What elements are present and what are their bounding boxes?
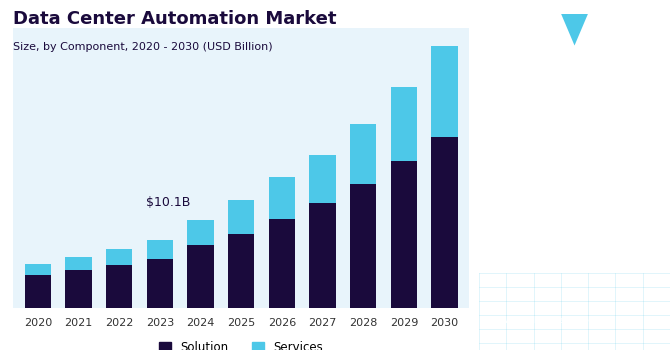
FancyBboxPatch shape bbox=[618, 14, 661, 46]
Bar bbox=[310, 203, 336, 308]
Bar bbox=[269, 219, 295, 308]
Bar bbox=[228, 200, 255, 234]
Text: $10.1B: $10.1B bbox=[146, 196, 190, 210]
Bar bbox=[391, 87, 417, 161]
Bar bbox=[65, 270, 92, 308]
Bar bbox=[350, 124, 377, 184]
Bar bbox=[147, 240, 173, 259]
Bar bbox=[147, 259, 173, 308]
Bar bbox=[431, 46, 458, 137]
Bar bbox=[391, 161, 417, 308]
Bar bbox=[25, 275, 51, 308]
Bar bbox=[106, 249, 133, 265]
Bar bbox=[106, 265, 133, 308]
Bar bbox=[188, 220, 214, 245]
Text: Size, by Component, 2020 - 2030 (USD Billion): Size, by Component, 2020 - 2030 (USD Bil… bbox=[13, 42, 273, 52]
FancyBboxPatch shape bbox=[488, 14, 531, 46]
Text: GRAND VIEW RESEARCH: GRAND VIEW RESEARCH bbox=[523, 62, 626, 71]
Bar bbox=[228, 234, 255, 308]
Bar bbox=[431, 137, 458, 308]
Polygon shape bbox=[561, 14, 588, 46]
Text: Data Center Automation Market: Data Center Automation Market bbox=[13, 10, 337, 28]
Text: Global Market CAGR,
2025 - 2030: Global Market CAGR, 2025 - 2030 bbox=[520, 189, 629, 210]
Bar bbox=[25, 264, 51, 275]
Bar bbox=[350, 184, 377, 308]
Bar bbox=[188, 245, 214, 308]
Legend: Solution, Services: Solution, Services bbox=[155, 336, 328, 350]
Text: 16.9%: 16.9% bbox=[527, 136, 622, 164]
Text: Source:
www.grandviewresearch.com: Source: www.grandviewresearch.com bbox=[492, 305, 605, 325]
Bar bbox=[310, 155, 336, 203]
Bar bbox=[269, 177, 295, 219]
Bar bbox=[65, 257, 92, 270]
